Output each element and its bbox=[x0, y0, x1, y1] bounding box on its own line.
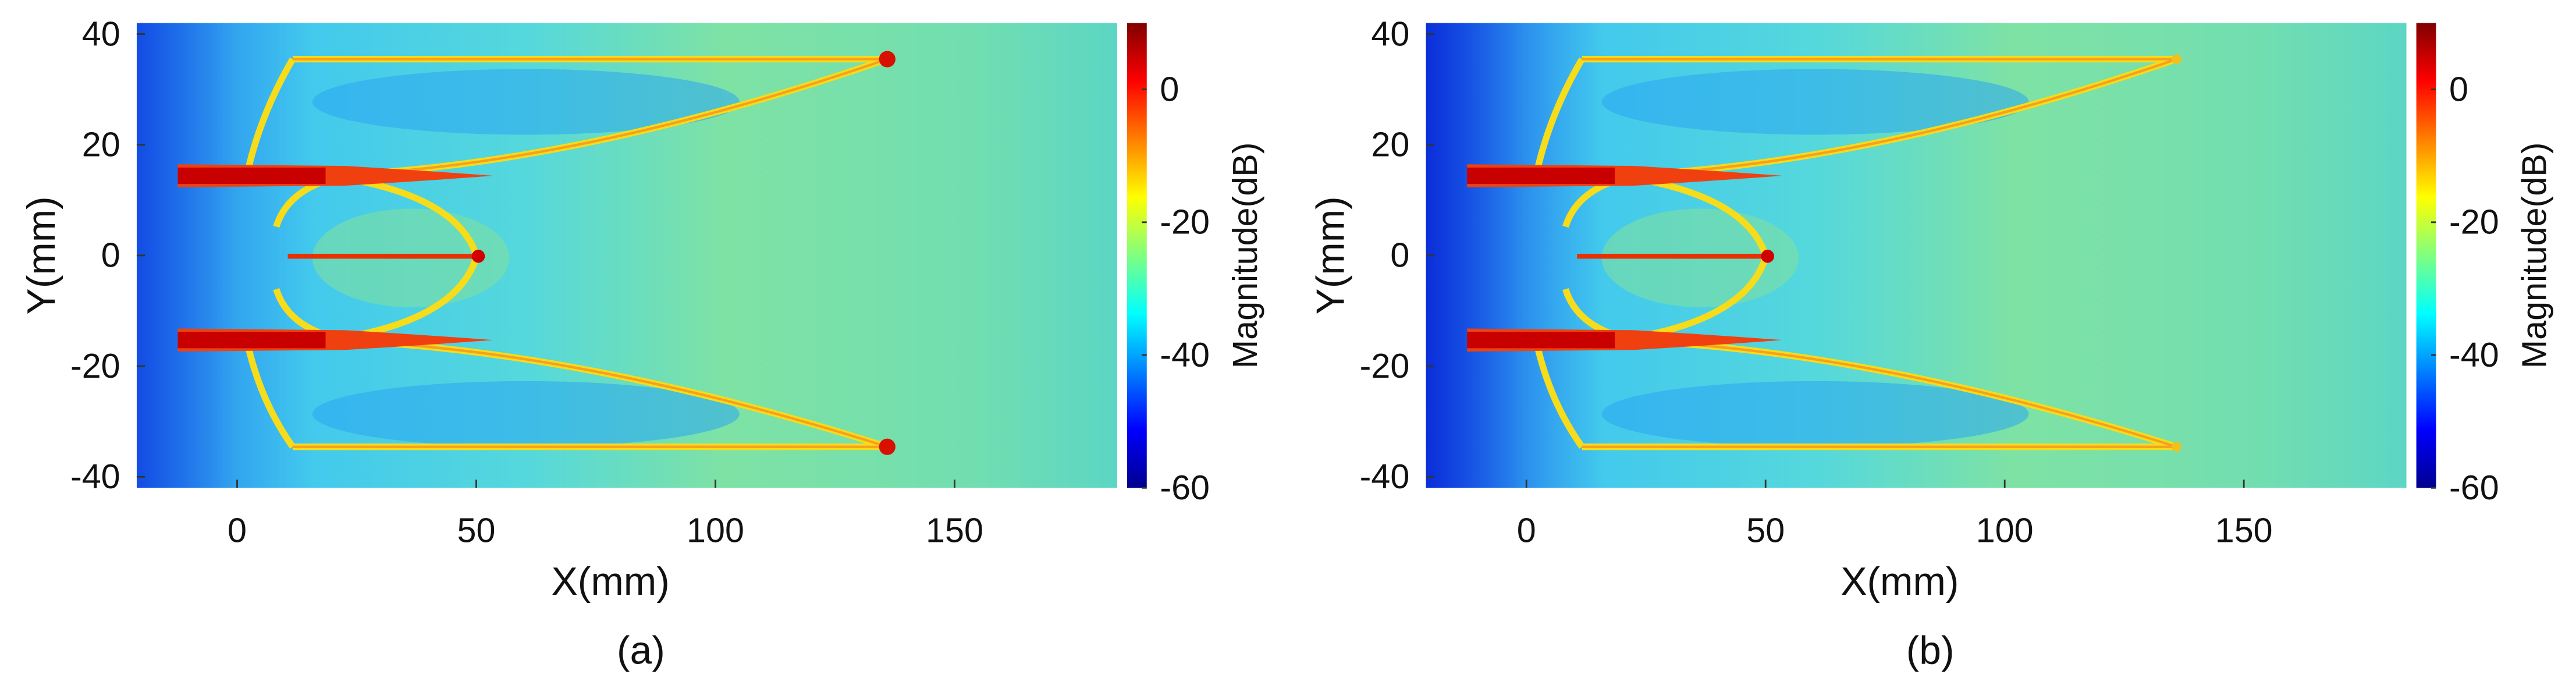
colorbar-tick-label: -40 bbox=[2449, 335, 2499, 374]
field bbox=[1426, 23, 2407, 488]
x-axis-label: X(mm) bbox=[1840, 560, 1959, 604]
y-tick-label: 0 bbox=[101, 236, 120, 275]
y-axis-label: Y(mm) bbox=[20, 196, 63, 314]
colorbar-tick-label: -20 bbox=[1160, 203, 1210, 242]
y-tick-label: 40 bbox=[1371, 14, 1409, 53]
colorbar bbox=[1127, 23, 1147, 488]
colorbar-tick-label: -60 bbox=[1160, 468, 1210, 507]
field-lobe bbox=[1601, 69, 2029, 135]
field-rod-core bbox=[177, 167, 326, 184]
y-tick-label: -40 bbox=[70, 457, 120, 496]
panel: 0 50 100 150 -40 -20 0 20 40 X(mm) Y(mm) -60 -40 -20 0… bbox=[20, 14, 1264, 672]
x-tick-label: 50 bbox=[1746, 510, 1785, 549]
x-tick-label: 100 bbox=[1976, 510, 2034, 549]
y-tick-label: 0 bbox=[1390, 236, 1409, 275]
x-axis-label: X(mm) bbox=[552, 560, 670, 604]
field-lobe bbox=[1601, 381, 2029, 447]
colorbar-label: Magnitude(dB) bbox=[2515, 143, 2554, 369]
colorbar-tick-label: -60 bbox=[2449, 468, 2499, 507]
x-tick-label: 100 bbox=[687, 510, 744, 549]
x-tick-label: 150 bbox=[926, 510, 983, 549]
x-tick-label: 150 bbox=[2215, 510, 2273, 549]
field bbox=[136, 23, 1117, 488]
y-tick-label: 20 bbox=[1371, 125, 1409, 164]
colorbar-tick-label: -40 bbox=[1160, 335, 1210, 374]
colorbar-label: Magnitude(dB) bbox=[1225, 143, 1264, 369]
x-tick-label: 0 bbox=[1517, 510, 1536, 549]
caption: (b) bbox=[1906, 629, 1955, 672]
field-ridge bbox=[243, 339, 296, 449]
field-spot bbox=[879, 51, 896, 68]
y-axis-label: Y(mm) bbox=[1309, 196, 1352, 314]
y-tick-label: -40 bbox=[1360, 457, 1410, 496]
field-ridge bbox=[243, 57, 296, 177]
x-tick-label: 0 bbox=[228, 510, 247, 549]
panel: 0 50 100 150 -40 -20 0 20 40 X(mm) Y(mm) -60 -40 -20 0… bbox=[1309, 14, 2553, 672]
field-spot bbox=[879, 438, 896, 455]
field-rod-core bbox=[1467, 167, 1615, 184]
y-tick-label: 20 bbox=[82, 125, 120, 164]
field-ridge bbox=[1533, 57, 1585, 177]
field-spot bbox=[2172, 54, 2181, 65]
colorbar-tick-label: 0 bbox=[2449, 69, 2468, 108]
field-spot bbox=[1761, 250, 1774, 263]
colorbar bbox=[2416, 23, 2436, 488]
x-tick-label: 50 bbox=[457, 510, 496, 549]
caption: (a) bbox=[617, 629, 665, 672]
colorbar-tick-label: 0 bbox=[1160, 69, 1179, 108]
y-tick-label: -20 bbox=[1360, 346, 1410, 385]
y-tick-label: 40 bbox=[82, 14, 120, 53]
field-ridge bbox=[1533, 339, 1585, 449]
field-lobe bbox=[312, 69, 740, 135]
field-lobe bbox=[312, 381, 740, 447]
field-rod-core bbox=[1467, 332, 1615, 349]
field-rod-core bbox=[177, 332, 326, 349]
field-spot bbox=[2172, 442, 2181, 452]
y-tick-label: -20 bbox=[70, 346, 120, 385]
field-spot bbox=[471, 250, 485, 263]
colorbar-tick-label: -20 bbox=[2449, 203, 2499, 242]
